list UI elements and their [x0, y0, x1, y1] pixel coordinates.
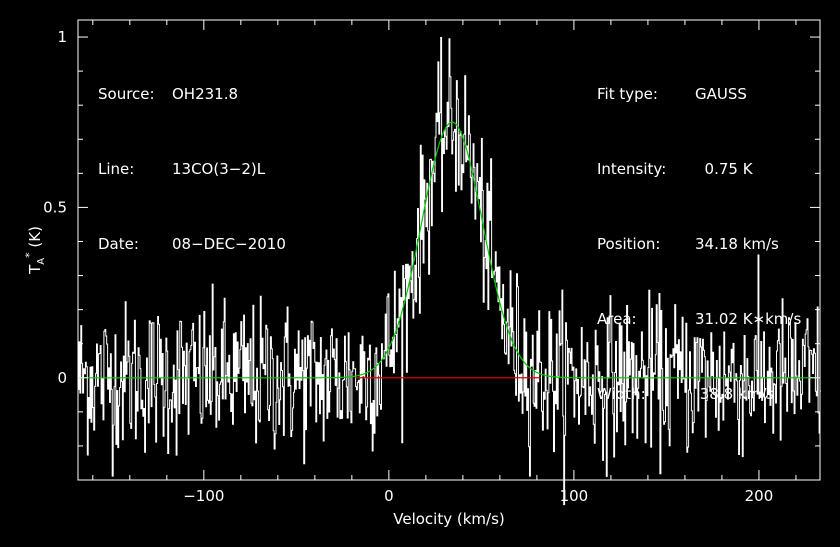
fit-info: Fit type: GAUSS Intensity: 0.75 K Positio… — [597, 32, 801, 432]
observation-info: Source: OH231.8 Line: 13CO(3−2)L Date: 08−D… — [98, 32, 286, 282]
svg-text:TA* (K): TA* (K) — [23, 226, 47, 275]
info-key: Line: — [98, 160, 135, 178]
y-tick-label: 0 — [57, 369, 67, 387]
spectrum-series — [78, 37, 821, 506]
x-tick-label: −100 — [183, 487, 224, 505]
fit-key: Area: — [597, 310, 637, 328]
info-row-line: Line: 13CO(3−2)L — [98, 157, 286, 182]
fit-series — [78, 121, 820, 379]
fit-row-type: Fit type: GAUSS — [597, 82, 801, 107]
info-row-date: Date: 08−DEC−2010 — [98, 232, 286, 257]
info-value: OH231.8 — [172, 85, 239, 103]
x-axis-label: Velocity (km/s) — [393, 510, 504, 528]
info-value: 08−DEC−2010 — [172, 235, 286, 253]
x-tick-label: 100 — [560, 487, 589, 505]
info-row-source: Source: OH231.8 — [98, 82, 286, 107]
y-axis-label: TA* (K) — [23, 226, 47, 275]
fit-row-width: Width: 38.8 km/s — [597, 382, 801, 407]
plot-frame — [77, 19, 821, 481]
fit-key: Intensity: — [597, 160, 667, 178]
fit-row-position: Position: 34.18 km/s — [597, 232, 801, 257]
fit-value: 0.75 K — [695, 160, 753, 178]
fit-key: Width: — [597, 385, 646, 403]
info-key: Source: — [98, 85, 155, 103]
axis-ticks: −100 0 100 200 0 0.5 1 — [43, 20, 820, 505]
y-tick-label: 1 — [57, 28, 67, 46]
x-tick-label: 200 — [745, 487, 774, 505]
fit-value: 31.02 K∗km/s — [695, 310, 802, 328]
gaussian-fit-curve — [78, 121, 820, 379]
fit-value: 34.18 km/s — [695, 235, 779, 253]
x-tick-label: 0 — [384, 487, 394, 505]
fit-key: Position: — [597, 235, 661, 253]
y-tick-label: 0.5 — [43, 198, 67, 216]
fit-value: GAUSS — [695, 85, 747, 103]
fit-row-area: Area: 31.02 K∗km/s — [597, 307, 801, 332]
fit-key: Fit type: — [597, 85, 658, 103]
info-key: Date: — [98, 235, 139, 253]
fit-value: 38.8 km/s — [695, 385, 775, 403]
info-value: 13CO(3−2)L — [172, 160, 266, 178]
fit-row-intensity: Intensity: 0.75 K — [597, 157, 801, 182]
spectrum-trace — [78, 37, 821, 506]
